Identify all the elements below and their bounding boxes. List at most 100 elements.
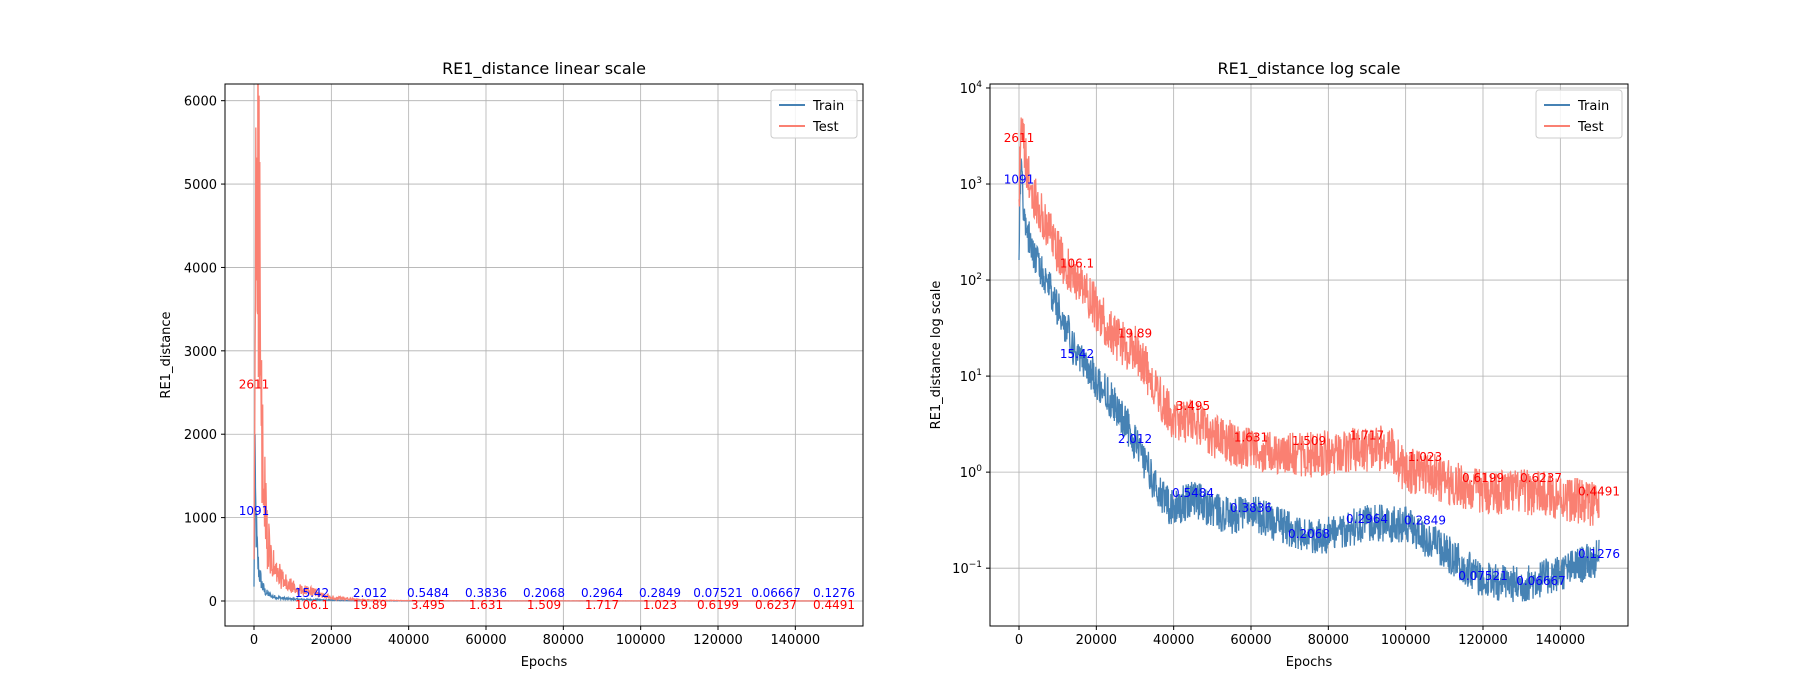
annotation-train: 15.42 [1060,347,1094,361]
y-tick-label: 3000 [184,345,217,360]
y-tick-base: 10 [960,466,977,481]
annotation-test: 0.6199 [1462,471,1504,485]
legend: Train Test [1535,89,1623,139]
y-tick-exponent: 4 [976,80,982,90]
annotation-test: 1.631 [1234,431,1268,445]
y-tick-base: 10 [960,82,977,97]
y-tick-label: 4000 [184,261,217,276]
annotation-train: 0.3836 [1230,501,1272,515]
x-tick-label: 0 [1015,633,1023,648]
series-line-train [1018,158,1600,603]
annotation-test: 106.1 [295,598,329,612]
y-tick-base: 10 [960,178,977,193]
annotation-test: 1.509 [1292,434,1326,448]
annotation-test: 3.495 [1176,399,1210,413]
annotation-train: 0.3836 [465,586,507,600]
series-line-test [1018,117,1600,526]
x-axis-label: Epochs [1286,655,1333,670]
x-tick-label: 40000 [388,633,429,648]
y-tick-label: 2000 [184,428,217,443]
annotations: 1091 15.42 2.012 0.5484 0.3836 0.2068 0.2964 0.… [1004,131,1620,588]
annotation-train: 0.07521 [693,586,743,600]
annotation-train: 0.5484 [1172,486,1214,500]
x-tick-label: 20000 [1076,633,1117,648]
linear-scale-chart: 0 20000 40000 60000 80000 100000 120000 140000 0… [159,59,864,670]
annotation-test: 2611 [239,377,270,391]
axes-frame [989,83,1629,627]
x-tick-label: 0 [250,633,258,648]
y-tick-exponent: 1 [976,368,982,378]
annotation-train: 0.06667 [751,586,801,600]
x-tick-label: 120000 [1458,633,1508,648]
annotation-train: 0.2849 [1404,514,1446,528]
annotation-test: 1.023 [643,598,677,612]
x-tick-label: 80000 [543,633,584,648]
legend-label-train: Train [812,99,844,114]
annotation-test: 0.4491 [1578,485,1620,499]
x-tick-label: 80000 [1308,633,1349,648]
annotation-train: 15.42 [295,586,329,600]
y-tick-label: 100 [960,464,983,481]
y-tick-label: 1000 [184,512,217,527]
series-line-test [253,84,834,602]
annotation-test: 1.631 [469,598,503,612]
legend-label-test: Test [1577,120,1604,135]
y-axis-label: RE1_distance log scale [929,281,944,430]
plot-area [253,84,834,602]
annotation-test: 1.717 [585,598,619,612]
x-tick-label: 20000 [311,633,352,648]
annotation-test: 0.6237 [1520,471,1562,485]
y-tick-base: 10 [960,274,977,289]
y-tick-label: 101 [960,368,982,385]
annotation-train: 0.2849 [639,586,681,600]
y-tick-base: 10 [960,370,977,385]
annotation-train: 0.06667 [1516,574,1566,588]
legend: Train Test [770,89,858,139]
annotation-test: 3.495 [411,598,445,612]
annotation-test: 1.717 [1350,429,1384,443]
y-tick-exponent: 3 [976,176,982,186]
annotation-train: 0.5484 [407,586,449,600]
legend-label-train: Train [1577,99,1609,114]
annotation-test: 0.6237 [755,598,797,612]
y-tick-label: 104 [960,80,983,97]
annotation-train: 0.1276 [813,586,855,600]
y-tick-label: 5000 [184,178,217,193]
legend-label-test: Test [812,120,839,135]
y-tick-base: 10 [952,562,969,577]
annotation-train: 0.2964 [581,586,623,600]
axes-frame [224,83,864,627]
annotation-train: 0.2068 [523,586,565,600]
x-tick-label: 100000 [616,633,666,648]
chart-title: RE1_distance log scale [1218,59,1401,79]
y-tick-label: 10−1 [952,560,982,577]
y-tick-exponent: 0 [976,464,982,474]
chart-title: RE1_distance linear scale [442,59,646,79]
log-scale-chart: 0 20000 40000 60000 80000 100000 120000 140000 1… [929,59,1629,670]
y-axis-label: RE1_distance [159,311,174,398]
x-tick-label: 120000 [693,633,743,648]
annotation-test: 19.89 [353,598,387,612]
annotation-test: 0.4491 [813,598,855,612]
x-tick-label: 60000 [1230,633,1271,648]
annotation-train: 0.2964 [1346,512,1388,526]
annotation-test: 1.023 [1408,450,1442,464]
annotation-test: 2611 [1004,131,1035,145]
annotation-train: 0.07521 [1458,569,1508,583]
y-tick-exponent: −1 [969,560,982,570]
x-tick-label: 100000 [1381,633,1431,648]
annotation-train: 1091 [239,504,270,518]
annotation-train: 1091 [1004,172,1035,186]
x-tick-label: 40000 [1153,633,1194,648]
y-tick-label: 6000 [184,95,217,110]
y-tick-label: 103 [960,176,982,193]
x-tick-label: 140000 [1536,633,1586,648]
annotation-test: 1.509 [527,598,561,612]
x-tick-label: 140000 [771,633,821,648]
annotation-test: 19.89 [1118,326,1152,340]
annotation-test: 0.6199 [697,598,739,612]
annotation-train: 0.1276 [1578,547,1620,561]
x-tick-label: 60000 [465,633,506,648]
plot-area [1018,117,1600,603]
